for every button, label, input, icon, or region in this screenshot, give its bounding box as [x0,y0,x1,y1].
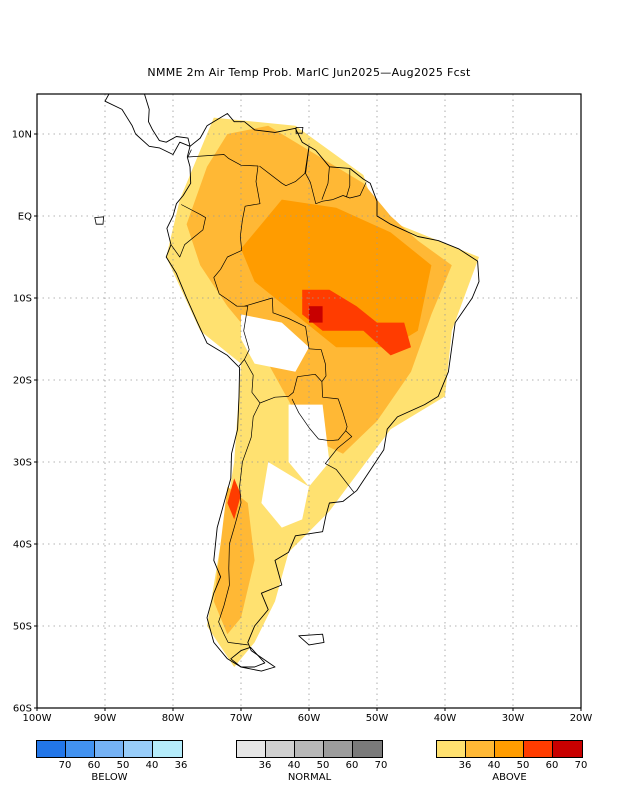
country-border [213,250,250,367]
legend-normal-swatch-3 [295,741,324,757]
legend-above-swatches [436,740,583,758]
lat-tick-label: 10N [12,130,32,141]
forecast-region-above [309,306,323,323]
legend-below: 70 60 50 40 36 [36,740,187,771]
legend-above-swatch-3 [495,741,524,757]
country-border [305,147,367,205]
country-border [170,204,206,258]
legend-normal: 36 40 50 60 70 [236,740,387,771]
legend-above-caption: ABOVE [492,772,527,783]
legend-normal-tick: 60 [345,760,359,771]
coastline-tierra-del-fuego [230,646,266,668]
no-signal-area [241,314,309,372]
legend-above-swatch-1 [437,741,466,757]
lon-tick-label: 100W [23,713,52,724]
lat-tick-label: 40S [13,540,32,551]
no-signal-area [288,404,330,487]
lat-tick-label: EQ [18,212,32,223]
no-signal-area [261,462,309,528]
forecast-region-above [302,289,411,356]
legend-normal-swatch-4 [324,741,353,757]
legend-below-swatch-2 [66,741,95,757]
country-border [244,359,323,404]
coastline-falklands [298,633,325,646]
lat-tick-label: 50S [13,622,32,633]
legend-below-tick: 70 [58,760,72,771]
island-outline [94,216,105,225]
lon-tick-label: 40W [434,713,457,724]
legend-below-tick: 60 [87,760,101,771]
legend-above-tick: 36 [458,760,472,771]
forecast-region-above [241,199,432,348]
legend-below-tick: 40 [145,760,159,771]
lon-tick-label: 70W [230,713,253,724]
country-border [324,430,355,493]
lon-tick-label: 80W [162,713,185,724]
country-border [321,166,330,200]
lon-tick-label: 60W [298,713,321,724]
map-title: NMME 2m Air Temp Prob. MarIC Jun2025—Aug… [147,66,471,79]
legend-below-swatch-3 [95,741,124,757]
legend-above-tick: 60 [545,760,559,771]
country-border [218,402,261,646]
forecast-region-above [213,486,255,635]
lat-tick-label: 60S [13,704,32,715]
legend-below-swatch-5 [153,741,182,757]
island-outline [185,64,199,69]
legend-normal-tick: 40 [287,760,301,771]
legend-above-tick: 50 [516,760,530,771]
legend-above-tick: 70 [574,760,588,771]
country-border [291,381,348,442]
lat-tick-label: 30S [13,458,32,469]
graticule [37,94,581,708]
forecast-region-above [227,478,241,520]
island-outline [295,127,304,134]
coastline-south-america [165,113,480,672]
legend-below-swatch-1 [37,741,66,757]
legend-below-swatch-4 [124,741,153,757]
lon-tick-label: 30W [502,713,525,724]
legend-normal-swatch-5 [353,741,382,757]
legend-normal-swatch-2 [266,741,295,757]
legend-below-swatches [36,740,183,758]
lat-tick-label: 10S [13,294,32,305]
lon-tick-label: 90W [94,713,117,724]
legend-normal-swatches [236,740,383,758]
coastline-central-america [104,94,191,155]
legend-above-swatch-2 [466,741,495,757]
lon-tick-label: 20W [570,713,593,724]
legend-normal-tick: 50 [316,760,330,771]
island-outline [211,53,252,72]
island-outline [140,33,212,50]
country-border [259,146,310,187]
legend-below-tick: 36 [174,760,188,771]
legend-above: 36 40 50 60 70 [436,740,587,771]
country-border [346,169,351,198]
legend-normal-swatch-1 [237,741,266,757]
legend-above-tick: 40 [487,760,501,771]
coastlines-and-borders [94,33,480,672]
country-border [244,297,327,382]
legend-normal-tick: 70 [374,760,388,771]
legend-above-swatch-4 [524,741,553,757]
legend-normal-caption: NORMAL [287,772,332,783]
legend-below-caption: BELOW [91,772,128,783]
island-outline [260,64,271,68]
legend-above-swatch-5 [553,741,582,757]
country-border [187,149,261,251]
legend-normal-tick: 36 [258,760,272,771]
lon-tick-label: 50W [366,713,389,724]
legend-below-tick: 50 [116,760,130,771]
lat-tick-label: 20S [13,376,32,387]
